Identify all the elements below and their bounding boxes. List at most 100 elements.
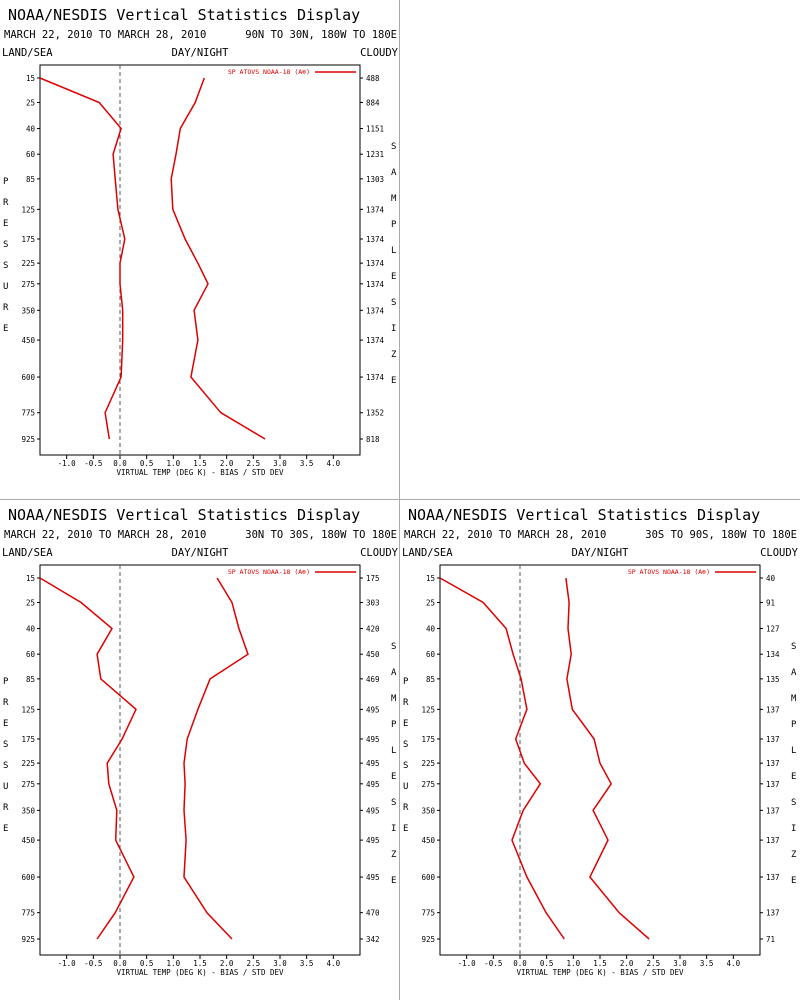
sample-size: 137 xyxy=(766,806,780,815)
day-night: DAY/NIGHT xyxy=(572,547,630,559)
y-tick-label: 225 xyxy=(421,759,435,768)
x-tick-label: 2.0 xyxy=(220,459,234,468)
sample-size: 884 xyxy=(366,98,380,107)
y-tick-label: 15 xyxy=(26,74,35,83)
x-axis-label: VIRTUAL TEMP (DEG K) - BIAS / STD DEV xyxy=(116,468,284,477)
y-tick-label: 125 xyxy=(21,205,35,214)
day-night: DAY/NIGHT xyxy=(172,547,230,559)
y-tick-label: 775 xyxy=(421,909,435,918)
sample-size: 71 xyxy=(766,935,775,944)
x-tick-label: 1.0 xyxy=(567,959,581,968)
sample-size: 135 xyxy=(766,675,780,684)
sample-size: 137 xyxy=(766,705,780,714)
land-sea: LAND/SEA xyxy=(2,47,53,59)
y-tick-label: 775 xyxy=(21,409,35,418)
sample-size: 127 xyxy=(766,625,780,634)
y-tick-label: 925 xyxy=(421,935,435,944)
region: 30N TO 30S, 180W TO 180E xyxy=(245,529,397,541)
x-tick-label: 3.0 xyxy=(273,959,287,968)
panel-title: NOAA/NESDIS Vertical Statistics Display xyxy=(8,6,360,24)
region: 90N TO 30N, 180W TO 180E xyxy=(245,29,397,41)
x-tick-label: 1.5 xyxy=(593,959,607,968)
sample-size: 1151 xyxy=(366,125,384,134)
date-range: MARCH 22, 2010 TO MARCH 28, 2010 xyxy=(404,529,606,541)
panel: NOAA/NESDIS Vertical Statistics Display M… xyxy=(2,506,399,977)
x-tick-label: 0.5 xyxy=(140,959,154,968)
y-tick-label: 175 xyxy=(421,735,435,744)
y-tick-label: 60 xyxy=(426,650,436,659)
y-tick-label: 175 xyxy=(21,235,35,244)
y-tick-label: 25 xyxy=(26,598,35,607)
sample-size: 303 xyxy=(366,598,380,607)
x-tick-label: 4.0 xyxy=(327,459,341,468)
sample-size: 137 xyxy=(766,735,780,744)
x-tick-label: -0.5 xyxy=(84,459,102,468)
sample-size: 137 xyxy=(766,836,780,845)
x-axis-label: VIRTUAL TEMP (DEG K) - BIAS / STD DEV xyxy=(516,968,684,977)
profile-line xyxy=(183,577,249,940)
y-tick-label: 350 xyxy=(21,306,35,315)
cloudy: CLOUDY xyxy=(360,47,399,59)
x-tick-label: 3.5 xyxy=(700,959,714,968)
sample-size: 450 xyxy=(366,650,380,659)
y-tick-label: 925 xyxy=(21,435,35,444)
legend-label: SP ATOVS NOAA-18 (A⊕) xyxy=(628,568,710,576)
panel-title: NOAA/NESDIS Vertical Statistics Display xyxy=(408,506,760,524)
sample-size: 137 xyxy=(766,759,780,768)
sample-size: 495 xyxy=(366,873,380,882)
profile-line xyxy=(170,77,266,440)
y-tick-label: 25 xyxy=(426,598,435,607)
land-sea: LAND/SEA xyxy=(2,547,53,559)
y-tick-label: 40 xyxy=(26,125,36,134)
sample-size: 420 xyxy=(366,625,380,634)
sample-size: 495 xyxy=(366,705,380,714)
sample-size: 488 xyxy=(366,74,380,83)
x-tick-label: 2.5 xyxy=(247,459,261,468)
profile-line xyxy=(39,577,137,940)
y-tick-label: 85 xyxy=(26,675,35,684)
sample-size: 1374 xyxy=(366,373,385,382)
y-tick-label: 15 xyxy=(26,574,35,583)
sample-size: 495 xyxy=(366,735,380,744)
y-tick-label: 15 xyxy=(426,574,435,583)
y-tick-label: 450 xyxy=(21,836,35,845)
legend-label: SP ATOVS NOAA-18 (A⊕) xyxy=(228,568,310,576)
sample-size: 495 xyxy=(366,806,380,815)
x-tick-label: 1.5 xyxy=(193,959,207,968)
x-tick-label: 3.0 xyxy=(273,459,287,468)
y-tick-label: 60 xyxy=(26,650,36,659)
sample-size: 137 xyxy=(766,780,780,789)
sample-size: 1374 xyxy=(366,259,385,268)
y-tick-label: 225 xyxy=(21,259,35,268)
y-tick-label: 600 xyxy=(421,873,435,882)
y-tick-label: 85 xyxy=(26,175,35,184)
profile-line xyxy=(439,577,565,940)
sample-size: 1374 xyxy=(366,336,385,345)
y-tick-label: 275 xyxy=(421,780,435,789)
y-tick-label: 350 xyxy=(421,806,435,815)
x-tick-label: 1.5 xyxy=(193,459,207,468)
x-tick-label: -1.0 xyxy=(58,959,77,968)
y-tick-label: 125 xyxy=(421,705,435,714)
sample-size: 40 xyxy=(766,574,776,583)
panel: NOAA/NESDIS Vertical Statistics Display M… xyxy=(2,6,399,477)
sample-size: 1374 xyxy=(366,306,385,315)
sample-size: 1374 xyxy=(366,235,385,244)
x-tick-label: 4.0 xyxy=(327,959,341,968)
x-tick-label: -1.0 xyxy=(458,959,477,968)
x-tick-label: 0.0 xyxy=(513,959,527,968)
date-range: MARCH 22, 2010 TO MARCH 28, 2010 xyxy=(4,529,206,541)
y-tick-label: 125 xyxy=(21,705,35,714)
sample-size: 134 xyxy=(766,650,780,659)
cloudy: CLOUDY xyxy=(760,547,799,559)
x-tick-label: 2.0 xyxy=(620,959,634,968)
x-tick-label: 0.5 xyxy=(140,459,154,468)
sample-size: 137 xyxy=(766,873,780,882)
sample-size: 1303 xyxy=(366,175,384,184)
x-tick-label: -1.0 xyxy=(58,459,77,468)
date-range: MARCH 22, 2010 TO MARCH 28, 2010 xyxy=(4,29,206,41)
cloudy: CLOUDY xyxy=(360,547,399,559)
